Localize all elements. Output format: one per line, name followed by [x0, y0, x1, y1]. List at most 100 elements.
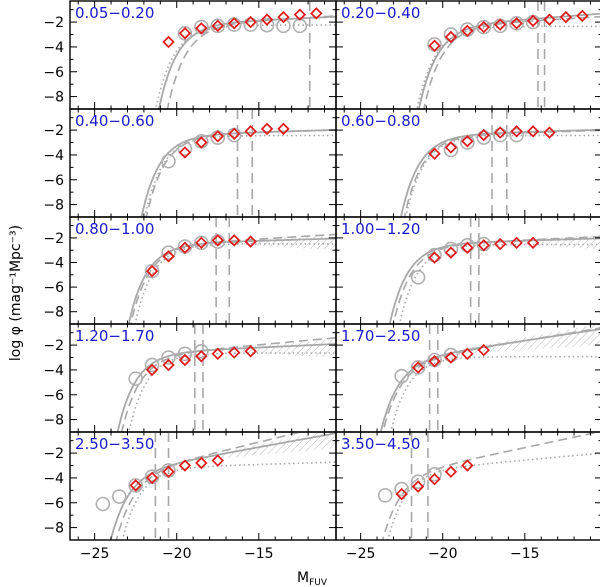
measurement-diamond: [195, 350, 208, 363]
measurement-diamond: [477, 239, 490, 252]
uncertainty-hatch: [442, 324, 600, 357]
measurement-diamond: [510, 236, 523, 250]
measurement-diamond: [211, 19, 224, 33]
y-tick-label: −4: [43, 256, 64, 272]
reference-data-circle: [161, 153, 176, 169]
measurement-diamond: [145, 264, 159, 278]
y-tick-label: −2: [43, 123, 64, 139]
measurement-diamond: [411, 361, 425, 374]
measurement-diamond: [526, 125, 540, 138]
y-tick-label: −8: [43, 90, 64, 106]
y-tick-label: −2: [43, 338, 64, 354]
panel-plot-area: [416, 1, 600, 109]
measurement-diamond: [461, 135, 474, 148]
panel-5: −2 −4 −6 −8 0.80−1.00: [43, 216, 337, 325]
measurement-diamond: [444, 246, 458, 259]
schechter-fit-curve: [400, 128, 600, 217]
measurement-diamond: [162, 35, 175, 49]
schechter-fit-curve: [140, 129, 336, 217]
measurement-diamond: [178, 27, 192, 40]
reference-data-circle: [377, 488, 393, 503]
panel-plot-area: [127, 217, 336, 324]
reference-data-circle: [276, 18, 291, 34]
y-axis-label: log φ (mag⁻¹Mpc⁻³): [8, 225, 24, 361]
y-tick-label: −8: [43, 198, 64, 214]
panel-7: −2 −4 −6 −8 1.20−1.70: [43, 323, 337, 433]
measurement-diamond: [162, 358, 175, 372]
panels-layer: −2 −4 −6 −8 0.05−0.20 0.20−0.40 −2 −4 −6 −8 0.40−0…: [43, 0, 600, 562]
measurement-diamond: [461, 459, 474, 472]
measurement-diamond: [195, 236, 208, 250]
schechter-fit-curve: [388, 237, 600, 324]
measurement-diamond: [178, 241, 192, 254]
measurement-diamond: [277, 122, 290, 136]
panel-plot-area: [377, 432, 600, 540]
measurement-diamond: [145, 471, 159, 485]
measurement-diamond: [211, 347, 224, 360]
redshift-range-label: 0.20−0.40: [341, 4, 420, 22]
x-axis-subscript: FUV: [309, 578, 328, 587]
reference-data-circle: [443, 142, 459, 158]
redshift-range-label: 1.70−2.50: [341, 327, 420, 345]
measurement-diamond: [461, 24, 474, 37]
measurement-diamond: [227, 127, 241, 141]
measurement-diamond: [211, 454, 224, 467]
redshift-range-label: 0.60−0.80: [341, 112, 420, 130]
reference-data-circle: [128, 371, 143, 386]
reference-data-circle: [177, 25, 193, 41]
reference-data-circle: [476, 130, 492, 145]
measurement-diamond: [526, 14, 540, 28]
measurement-diamond: [477, 20, 490, 34]
measurement-diamond: [178, 459, 192, 472]
measurement-diamond: [211, 130, 224, 143]
reference-data-circle: [427, 466, 442, 482]
measurement-diamond: [493, 237, 507, 251]
measurement-diamond: [244, 15, 257, 29]
dotted-model-curve: [121, 461, 336, 540]
measurement-diamond: [428, 251, 441, 264]
dotted-model-curve: [387, 452, 600, 540]
measurement-diamond: [162, 250, 175, 263]
measurement-diamond: [510, 17, 523, 30]
dashed-model-curve: [145, 129, 336, 217]
measurement-diamond: [477, 128, 490, 142]
panel-frame: [335, 431, 600, 541]
measurement-diamond: [227, 234, 241, 247]
reference-data-circle: [210, 18, 226, 34]
reference-data-circle: [394, 481, 409, 497]
panel-plot-area: [379, 324, 600, 432]
measurement-diamond: [444, 351, 458, 364]
dotted-model-curve: [416, 25, 600, 109]
measurement-diamond: [428, 472, 441, 486]
measurement-diamond: [510, 125, 523, 138]
x-axis-label: MFUV: [297, 570, 328, 587]
measurement-diamond: [428, 355, 441, 368]
reference-data-circle: [194, 235, 209, 251]
reference-data-circle: [443, 241, 459, 257]
measurement-diamond: [395, 487, 408, 501]
panel-plot-area: [140, 109, 336, 217]
measurement-diamond: [428, 147, 441, 160]
panel-10: −25 −20 −15 3.50−4.50: [335, 431, 600, 562]
x-tick-label: −25: [80, 546, 110, 562]
x-tick-label: −20: [428, 546, 458, 562]
reference-data-circle: [177, 141, 193, 157]
measurement-diamond: [244, 235, 257, 248]
measurement-diamond: [244, 125, 257, 138]
reference-data-circle: [410, 474, 426, 489]
measurement-diamond: [244, 345, 257, 358]
reference-data-circle: [259, 17, 275, 33]
y-tick-label: −6: [43, 496, 64, 512]
redshift-range-label: 3.50−4.50: [341, 435, 420, 453]
measurement-diamond: [195, 456, 208, 470]
panel-plot-area: [116, 324, 336, 432]
y-tick-label: −8: [43, 413, 64, 429]
measurement-diamond: [428, 39, 441, 52]
measurement-diamond: [227, 17, 241, 30]
panel-6: 1.00−1.20: [335, 216, 600, 325]
measurement-diamond: [310, 7, 323, 20]
reference-data-circle: [128, 478, 143, 493]
measurement-diamond: [145, 363, 159, 377]
measurement-diamond: [477, 343, 490, 357]
measurement-diamond: [162, 465, 175, 478]
